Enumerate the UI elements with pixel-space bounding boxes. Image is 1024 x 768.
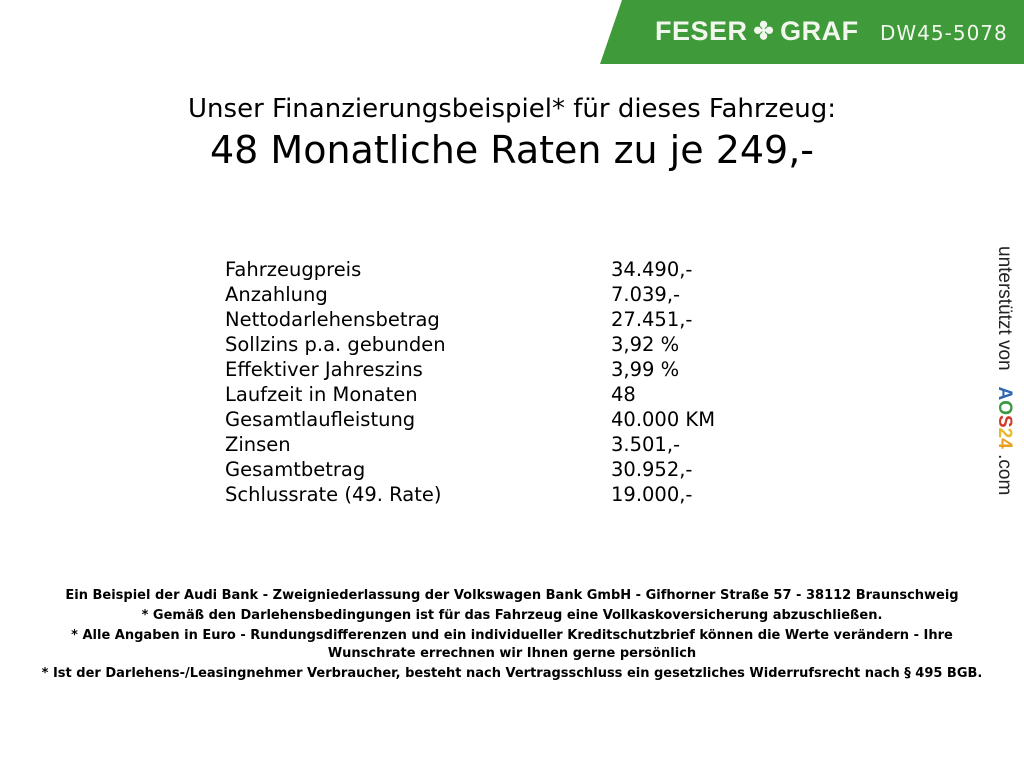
row-value: 3.501,- (611, 433, 681, 456)
clover-icon: ✤ (753, 18, 775, 45)
table-row: Anzahlung 7.039,- (225, 283, 785, 308)
finance-table: Fahrzeugpreis 34.490,- Anzahlung 7.039,- Net… (225, 258, 785, 508)
table-row: Effektiver Jahreszins 3,99 % (225, 358, 785, 383)
brand-logo: FESER ✤ GRAF (655, 16, 859, 47)
vehicle-code: DW45-5078 (880, 21, 1008, 45)
footer-notes: Ein Beispiel der Audi Bank - Zweignieder… (40, 587, 984, 685)
sponsor-text: unterstützt von (994, 246, 1015, 371)
row-label: Schlussrate (49. Rate) (225, 483, 442, 506)
row-value: 19.000,- (611, 483, 693, 506)
row-value: 7.039,- (611, 283, 681, 306)
row-label: Gesamtlaufleistung (225, 408, 416, 431)
brand-left: FESER (655, 16, 748, 46)
row-value: 48 (611, 383, 636, 406)
footer-line: Ein Beispiel der Audi Bank - Zweignieder… (65, 588, 959, 603)
footer-line: * Alle Angaben in Euro - Rundungsdiffere… (71, 628, 953, 661)
table-row: Zinsen 3.501,- (225, 433, 785, 458)
row-value: 27.451,- (611, 308, 693, 331)
row-label: Fahrzeugpreis (225, 258, 362, 281)
footer-line: * Ist der Darlehens-/Leasingnehmer Verbr… (41, 666, 983, 681)
table-row: Laufzeit in Monaten 48 (225, 383, 785, 408)
title-line2: 48 Monatliche Raten zu je 249,- (209, 128, 815, 172)
table-row: Fahrzeugpreis 34.490,- (225, 258, 785, 283)
row-value: 34.490,- (611, 258, 693, 281)
table-row: Nettodarlehensbetrag 27.451,- (225, 308, 785, 333)
row-value: 3,92 % (611, 333, 680, 356)
row-label: Gesamtbetrag (225, 458, 366, 481)
brand-right: GRAF (780, 16, 859, 46)
table-row: Sollzins p.a. gebunden 3,92 % (225, 333, 785, 358)
table-row: Gesamtbetrag 30.952,- (225, 458, 785, 483)
footer-line: * Gemäß den Darlehensbedingungen ist für… (141, 608, 883, 623)
row-label: Nettodarlehensbetrag (225, 308, 440, 331)
row-label: Anzahlung (225, 283, 328, 306)
table-row: Schlussrate (49. Rate) 19.000,- (225, 483, 785, 508)
table-row: Gesamtlaufleistung 40.000 KM (225, 408, 785, 433)
sponsor-suffix: .com (994, 454, 1015, 496)
sponsor-note: unterstützt von AOS24 .com (993, 246, 1015, 495)
header-banner (600, 0, 1024, 64)
row-value: 30.952,- (611, 458, 693, 481)
row-value: 40.000 KM (611, 408, 716, 431)
row-label: Zinsen (225, 433, 291, 456)
row-value: 3,99 % (611, 358, 680, 381)
aos24-logo: AOS24 (994, 386, 1015, 449)
row-label: Laufzeit in Monaten (225, 383, 418, 406)
title-line1: Unser Finanzierungsbeispiel* für dieses … (188, 94, 836, 124)
row-label: Effektiver Jahreszins (225, 358, 423, 381)
row-label: Sollzins p.a. gebunden (225, 333, 446, 356)
